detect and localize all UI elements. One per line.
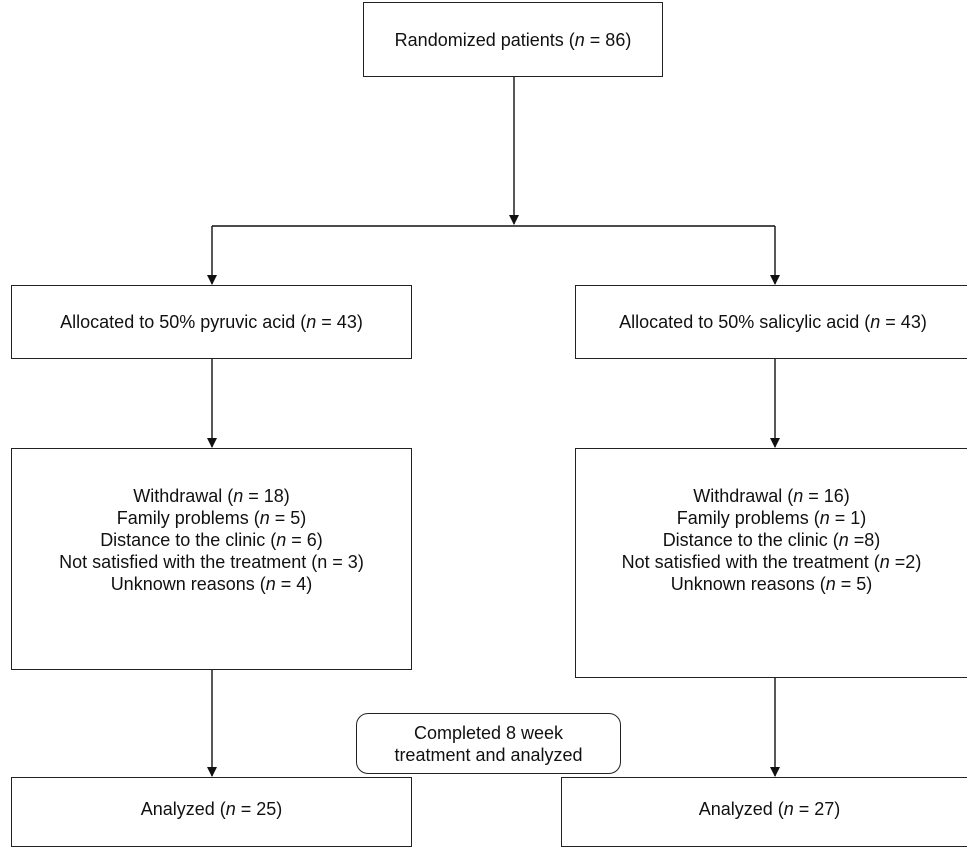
withdrawal-line: Withdrawal (n = 16) [693,486,850,506]
right-analyzed-box: Analyzed (n = 27) [561,777,967,847]
completed-label-line1: Completed 8 week [413,722,564,743]
left-allocated-box: Allocated to 50% pyruvic acid (n = 43) [11,285,412,359]
unknown-reasons-line: Unknown reasons (n = 4) [110,574,313,594]
randomized-text: Randomized patients (n = 86) [394,29,632,50]
right-analyzed-text: Analyzed (n = 27) [698,799,841,819]
right-withdrawal-box: Withdrawal (n = 16) Family problems (n =… [575,448,967,678]
left-analyzed-box: Analyzed (n = 25) [11,777,412,847]
not-satisfied-line: Not satisfied with the treatment (n = 3) [59,552,364,572]
distance-line: Distance to the clinic (n = 6) [100,530,323,550]
right-allocated-text: Allocated to 50% salicylic acid (n = 43) [619,312,927,332]
left-allocated-text: Allocated to 50% pyruvic acid (n = 43) [60,312,363,332]
not-satisfied-line: Not satisfied with the treatment (n =2) [621,552,922,572]
family-problems-line: Family problems (n = 5) [116,508,307,528]
left-analyzed-text: Analyzed (n = 25) [140,799,283,819]
family-problems-line: Family problems (n = 1) [676,508,867,528]
left-withdrawal-box: Withdrawal (n = 18) Family problems (n =… [11,448,412,670]
withdrawal-line: Withdrawal (n = 18) [133,486,290,506]
distance-line: Distance to the clinic (n =8) [662,530,881,550]
right-allocated-box: Allocated to 50% salicylic acid (n = 43) [575,285,967,359]
completed-label-box: Completed 8 week treatment and analyzed [356,713,621,774]
randomized-box: Randomized patients (n = 86) [363,2,663,77]
unknown-reasons-line: Unknown reasons (n = 5) [670,574,873,594]
completed-label-line2: treatment and analyzed [394,744,583,765]
